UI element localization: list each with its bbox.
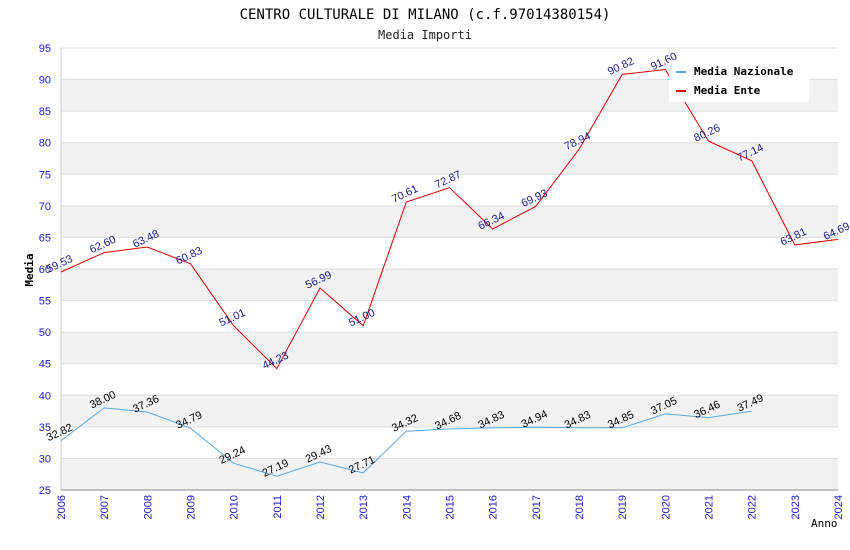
- y-tick-label: 90: [39, 75, 51, 87]
- chart-subtitle: Media Importi: [378, 28, 472, 42]
- grid-band: [61, 395, 838, 427]
- y-tick-label: 50: [39, 327, 51, 339]
- x-tick-label: 2009: [186, 495, 198, 519]
- grid-band: [61, 426, 838, 459]
- y-tick-label: 55: [39, 296, 51, 308]
- x-tick-label: 2007: [99, 495, 111, 519]
- x-tick-label: 2014: [401, 495, 413, 519]
- y-axis-label: Media: [23, 253, 36, 286]
- grid-band: [61, 300, 838, 333]
- grid-bands: [61, 48, 838, 490]
- x-tick-label: 2024: [833, 495, 845, 519]
- grid-band: [61, 205, 838, 238]
- x-axis-label: Anno: [811, 517, 838, 530]
- legend-label-nazionale: Media Nazionale: [694, 65, 794, 78]
- y-tick-label: 85: [39, 106, 51, 118]
- x-tick-label: 2012: [315, 495, 327, 519]
- grid-band: [61, 269, 838, 301]
- x-tick-label: 2016: [488, 495, 500, 519]
- grid-lines: [61, 47, 838, 491]
- x-tick-label: 2010: [229, 495, 241, 519]
- y-tick-label: 75: [39, 169, 51, 181]
- grid-band: [61, 458, 838, 490]
- y-tick-label: 25: [39, 485, 51, 497]
- y-tick-label: 40: [39, 390, 51, 402]
- grid-band: [61, 111, 838, 143]
- y-tick-label: 60: [39, 264, 51, 276]
- x-tick-label: 2023: [790, 495, 802, 519]
- y-tick-label: 70: [39, 201, 51, 213]
- x-tick-label: 2021: [704, 495, 716, 519]
- chart-title: CENTRO CULTURALE DI MILANO (c.f.97014380…: [240, 7, 611, 23]
- y-tick-label: 80: [39, 138, 51, 150]
- y-tick-label: 95: [39, 43, 51, 55]
- series-line-ente: [60, 68, 839, 370]
- y-tick-label: 45: [39, 359, 51, 371]
- x-tick-label: 2013: [358, 495, 370, 519]
- grid-band: [61, 142, 838, 175]
- y-tick-label: 65: [39, 232, 51, 244]
- grid-band: [61, 332, 838, 364]
- x-tick-label: 2020: [660, 495, 672, 519]
- x-tick-label: 2006: [56, 495, 68, 519]
- x-tick-labels: 2006 2007 2008 2009 2010 2011 2012 2013 2014 2015…: [56, 495, 845, 519]
- x-tick-label: 2018: [574, 495, 586, 519]
- legend: Media Nazionale Media Ente: [669, 60, 809, 102]
- series-lines: [60, 68, 839, 477]
- x-tick-label: 2015: [445, 495, 457, 519]
- grid-band: [61, 174, 838, 206]
- legend-label-ente: Media Ente: [694, 84, 761, 97]
- y-tick-label: 35: [39, 422, 51, 434]
- x-tick-label: 2017: [531, 495, 543, 519]
- series-line-nazionale: [60, 407, 752, 477]
- y-tick-labels: 25 30 35 40 45 50 55 60 65 70 75 80 85 90 95: [39, 43, 51, 497]
- legend-box: [669, 60, 809, 102]
- x-tick-label: 2019: [617, 495, 629, 519]
- y-tick-label: 30: [39, 453, 51, 465]
- x-tick-label: 2022: [747, 495, 759, 519]
- x-tick-label: 2008: [142, 495, 154, 519]
- x-tick-label: 2011: [272, 495, 284, 519]
- grid-band: [61, 363, 838, 396]
